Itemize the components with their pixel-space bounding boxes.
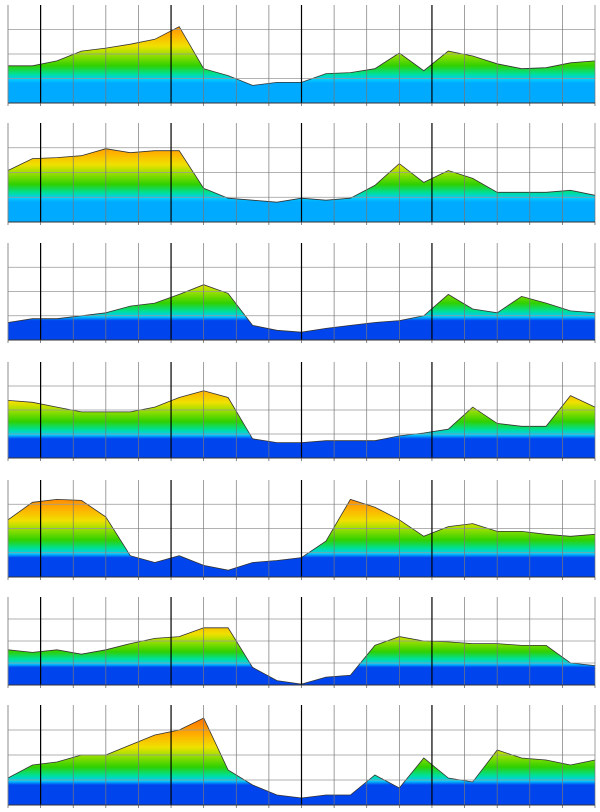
elevation-area xyxy=(8,718,595,805)
profile-panel-4 xyxy=(7,362,596,461)
profile-panel-7 xyxy=(7,705,596,808)
elevation-area xyxy=(8,148,595,222)
profile-panel-1 xyxy=(7,5,596,106)
elevation-area xyxy=(8,26,595,104)
elevation-area xyxy=(8,284,595,340)
profile-panel-6 xyxy=(7,597,596,688)
profile-panel-5 xyxy=(7,480,596,580)
profile-panel-3 xyxy=(7,243,596,343)
elevation-area xyxy=(8,499,595,577)
elevation-area xyxy=(8,390,595,458)
profile-panel-2 xyxy=(7,123,596,225)
